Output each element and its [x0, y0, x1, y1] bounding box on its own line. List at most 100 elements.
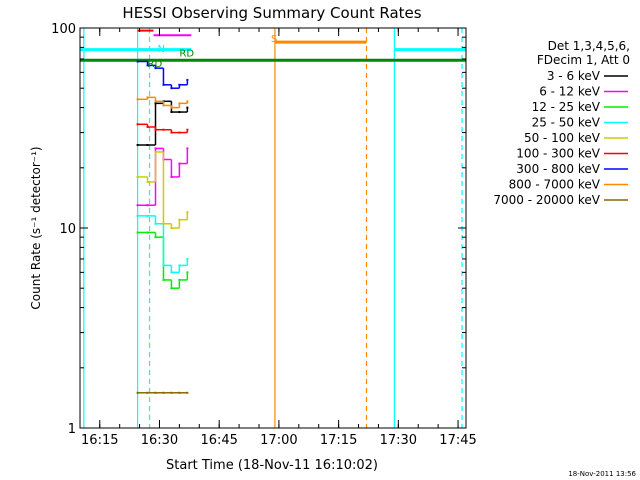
x-tick-label-0: 16:15 [81, 433, 118, 448]
data-point [170, 111, 173, 114]
data-point [186, 106, 189, 109]
series-6 [136, 60, 189, 90]
data-point [136, 231, 139, 234]
data-point [170, 391, 173, 394]
data-point [186, 391, 189, 394]
legend-label-7: 800 - 7000 keV [509, 178, 601, 192]
data-point [178, 162, 181, 165]
data-point [136, 175, 139, 178]
x-tick-label-3: 17:00 [260, 433, 297, 448]
data-point [136, 98, 139, 101]
plot-area: S N RD RD [79, 27, 467, 429]
annotation-0: S [271, 34, 277, 45]
series-3 [136, 214, 189, 274]
generation-timestamp: 18-Nov-2011 13:56 [568, 470, 636, 478]
x-tick-label-1: 16:30 [141, 433, 178, 448]
data-point [154, 128, 157, 131]
data-point [162, 104, 165, 107]
x-tick-label-5: 17:30 [380, 433, 417, 448]
data-point [136, 204, 139, 207]
data-point [186, 271, 189, 274]
x-tick-label-6: 17:45 [439, 433, 476, 448]
data-point [170, 287, 173, 290]
data-point [146, 180, 149, 183]
data-point [154, 147, 157, 150]
x-axis: 16:15 16:30 16:45 17:00 17:15 17:30 17:45 [81, 28, 477, 448]
data-point [162, 128, 165, 131]
legend-header-0: Det 1,3,4,5,6, [548, 39, 630, 53]
data-point [170, 106, 173, 109]
legend: Det 1,3,4,5,6,FDecim 1, Att 0 3 - 6 keV 6 … [493, 39, 630, 207]
data-point [170, 271, 173, 274]
series-7 [136, 96, 189, 109]
data-point [162, 264, 165, 267]
x-axis-label: Start Time (18-Nov-11 16:10:02) [166, 458, 378, 473]
data-point [146, 96, 149, 99]
data-point [146, 204, 149, 207]
data-point [146, 214, 149, 217]
y-axis-label: Count Rate (s⁻¹ detector⁻¹) [29, 146, 43, 309]
data-point [136, 391, 139, 394]
data-point [178, 218, 181, 221]
series-8 [136, 391, 189, 394]
legend-label-1: 6 - 12 keV [539, 85, 601, 99]
data-point [146, 231, 149, 234]
legend-label-6: 300 - 800 keV [516, 162, 600, 176]
data-point [154, 222, 157, 225]
data-point [178, 131, 181, 134]
x-tick-label-2: 16:45 [200, 433, 237, 448]
data-point [162, 83, 165, 86]
annotation-1: N [157, 44, 164, 55]
y-tick-label-0: 1 [68, 422, 76, 437]
data-point [154, 100, 157, 103]
data-point [162, 278, 165, 281]
data-point [154, 67, 157, 70]
data-point [178, 111, 181, 114]
legend-label-8: 7000 - 20000 keV [493, 193, 600, 207]
data-point [186, 211, 189, 214]
data-point [154, 102, 157, 105]
data-point [170, 175, 173, 178]
data-point [170, 87, 173, 90]
data-point [186, 128, 189, 131]
y-tick-label-2: 100 [51, 22, 76, 37]
data-point [186, 257, 189, 260]
data-point [136, 123, 139, 126]
data-point [162, 222, 165, 225]
data-point [146, 144, 149, 147]
data-point [178, 391, 181, 394]
annotation-2: RD [179, 49, 194, 60]
data-point [178, 83, 181, 86]
x-tick-label-4: 17:15 [320, 433, 357, 448]
data-point [136, 144, 139, 147]
legend-label-3: 25 - 50 keV [532, 116, 601, 130]
data-point [146, 64, 149, 67]
y-axis: 1 10 100 [51, 22, 466, 437]
legend-label-5: 100 - 300 keV [516, 147, 600, 161]
data-point [154, 150, 157, 153]
data-point [154, 236, 157, 239]
data-point [146, 391, 149, 394]
data-point [186, 100, 189, 103]
series-5 [136, 123, 189, 134]
data-point [178, 102, 181, 105]
data-point [186, 147, 189, 150]
data-point [136, 60, 139, 63]
legend-label-4: 50 - 100 keV [524, 131, 601, 145]
legend-label-0: 3 - 6 keV [547, 69, 601, 83]
data-point [178, 264, 181, 267]
data-point [154, 391, 157, 394]
data-point [186, 78, 189, 81]
chart-title: HESSI Observing Summary Count Rates [122, 4, 421, 22]
data-point [170, 131, 173, 134]
data-point [170, 227, 173, 229]
series-4 [136, 150, 189, 229]
data-point [136, 214, 139, 217]
data-point [162, 391, 165, 394]
legend-label-2: 12 - 25 keV [532, 100, 601, 114]
data-point [146, 125, 149, 128]
y-tick-label-1: 10 [59, 222, 76, 237]
annotation-3: RD [148, 59, 163, 70]
